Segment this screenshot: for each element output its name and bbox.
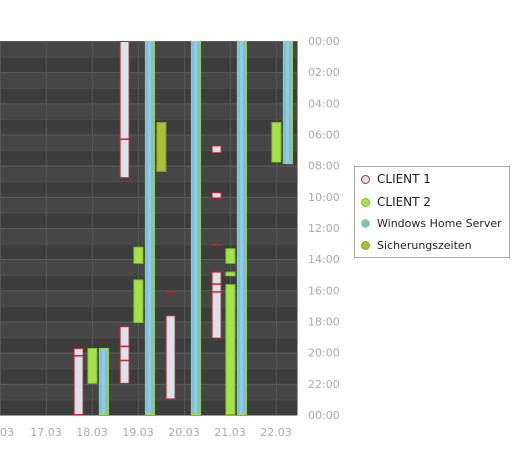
- client1-range-bar[interactable]: [73, 347, 84, 415]
- legend-client1-swatch-icon: [361, 174, 370, 184]
- y-tick-label: 10:00: [308, 191, 340, 204]
- client2-range-bar[interactable]: [271, 122, 282, 163]
- legend-item-whs[interactable]: Windows Home Server: [361, 214, 502, 232]
- client2-range-bar[interactable]: [133, 246, 144, 264]
- y-tick-label: 04:00: [308, 97, 340, 110]
- y-tick-label: 00:00: [308, 409, 340, 422]
- legend-client2-label: CLIENT 2: [377, 195, 431, 209]
- x-tick-label: 21.03: [214, 426, 246, 439]
- client1-range-bar[interactable]: [211, 271, 222, 339]
- y-tick-label: 12:00: [308, 222, 340, 235]
- legend-client1-label: CLIENT 1: [377, 172, 431, 186]
- y-tick-label: 14:00: [308, 253, 340, 266]
- y-tick-label: 08:00: [308, 160, 340, 173]
- legend-item-backup[interactable]: Sicherungszeiten: [361, 236, 472, 254]
- legend-item-client1[interactable]: CLIENT 1: [361, 170, 431, 188]
- x-tick-label: 18.03: [76, 426, 108, 439]
- client1-range-bar[interactable]: [211, 145, 222, 154]
- y-tick-label: 16:00: [308, 284, 340, 297]
- whs-range-highlight: [193, 42, 197, 414]
- client1-range-bar[interactable]: [165, 315, 176, 400]
- client2-range-bar[interactable]: [225, 271, 236, 277]
- y-tick-label: 20:00: [308, 347, 340, 360]
- whs-range-highlight: [101, 348, 105, 414]
- legend-whs-swatch-icon: [361, 218, 370, 228]
- whs-range-highlight: [147, 42, 151, 414]
- y-tick-label: 02:00: [308, 66, 340, 79]
- legend-backup-swatch-icon: [361, 240, 370, 250]
- x-tick-label: 17.03: [30, 426, 62, 439]
- y-tick-label: 18:00: [308, 316, 340, 329]
- client2-range-bar[interactable]: [225, 284, 236, 415]
- client2-range-bar[interactable]: [87, 347, 98, 384]
- x-axis-ticks: 03 17.03 18.03 19.03 20.03 21.03 22.03: [0, 426, 292, 439]
- client2-range-bar[interactable]: [225, 248, 236, 264]
- legend: CLIENT 1 CLIENT 2 Windows Home Server Si…: [354, 166, 510, 258]
- y-tick-label: 00:00: [308, 35, 340, 48]
- x-tick-label: 20.03: [168, 426, 200, 439]
- legend-item-client2[interactable]: CLIENT 2: [361, 193, 431, 211]
- legend-backup-label: Sicherungszeiten: [377, 238, 472, 252]
- backup-range-bar[interactable]: [156, 122, 167, 172]
- x-tick-label: 19.03: [122, 426, 154, 439]
- legend-client2-swatch-icon: [361, 197, 370, 207]
- y-tick-label: 06:00: [308, 129, 340, 142]
- legend-whs-label: Windows Home Server: [377, 216, 502, 230]
- y-tick-label: 22:00: [308, 378, 340, 391]
- client1-range-bar[interactable]: [211, 192, 222, 199]
- client2-range-bar[interactable]: [133, 279, 144, 324]
- whs-range-highlight: [239, 42, 243, 414]
- x-tick-label: 22.03: [260, 426, 292, 439]
- x-tick-label: 03: [0, 426, 14, 439]
- whs-range-highlight: [285, 42, 289, 164]
- client1-range-bar[interactable]: [119, 326, 130, 384]
- client1-range-bar[interactable]: [119, 41, 130, 179]
- y-axis-ticks: 00:00 02:00 04:00 06:00 08:00 10:00 12:00 14:00…: [308, 35, 340, 422]
- series-layer: [73, 41, 293, 415]
